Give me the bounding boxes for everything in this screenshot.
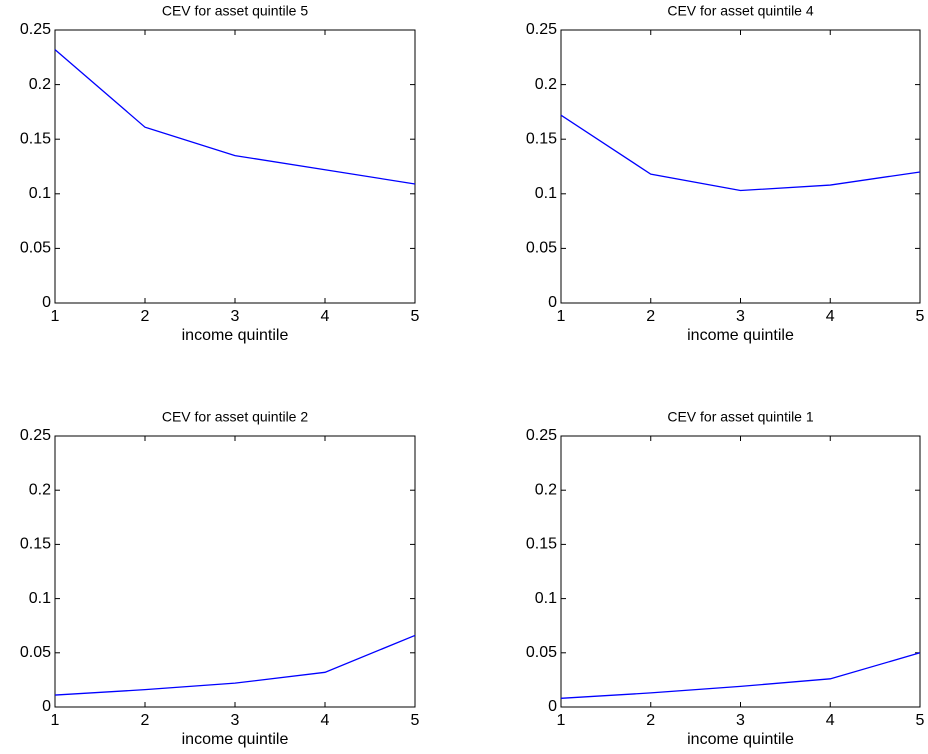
x-tick-label: 4 [826,308,835,325]
chart-title: CEV for asset quintile 2 [162,409,309,425]
y-tick-label: 0.15 [526,536,557,553]
y-tick-label: 0.1 [535,185,557,202]
y-tick-label: 0.1 [29,590,51,607]
x-tick-label: 2 [646,712,655,729]
plot-area [54,29,416,304]
y-tick-label: 0.2 [535,76,557,93]
x-tick-label: 4 [826,712,835,729]
y-tick-label: 0.25 [526,21,557,38]
x-tick-label: 1 [557,308,566,325]
y-tick-label: 0.25 [20,21,51,38]
y-tick-label: 0.25 [20,427,51,444]
plot-area [560,435,921,708]
x-tick-label: 5 [916,712,925,729]
y-tick-label: 0 [42,294,51,311]
data-line [54,49,416,185]
x-tick-label: 5 [411,308,420,325]
data-line [560,652,921,699]
y-tick-label: 0.15 [20,536,51,553]
y-tick-label: 0.1 [535,590,557,607]
x-tick-label: 3 [231,712,240,729]
y-tick-label: 0.15 [20,130,51,147]
y-tick-label: 0 [548,294,557,311]
x-tick-label: 1 [51,712,60,729]
x-axis-label: income quintile [182,731,289,748]
x-tick-label: 2 [141,712,150,729]
x-tick-label: 3 [231,308,240,325]
y-tick-label: 0 [42,698,51,715]
plot-area [560,29,921,304]
y-tick-label: 0.2 [29,76,51,93]
x-axis-label: income quintile [182,327,289,344]
y-tick-label: 0.05 [20,240,51,257]
x-tick-label: 5 [916,308,925,325]
y-tick-label: 0.2 [535,481,557,498]
x-tick-label: 1 [51,308,60,325]
x-tick-label: 1 [557,712,566,729]
y-tick-label: 0 [548,698,557,715]
x-tick-label: 2 [646,308,655,325]
y-tick-label: 0.25 [526,427,557,444]
chart-title: CEV for asset quintile 5 [162,3,309,19]
chart-title: CEV for asset quintile 4 [667,3,814,19]
x-tick-label: 4 [321,712,330,729]
y-tick-label: 0.1 [29,185,51,202]
x-tick-label: 5 [411,712,420,729]
x-tick-label: 2 [141,308,150,325]
data-line [560,114,921,192]
y-tick-label: 0.15 [526,130,557,147]
y-tick-label: 0.05 [526,644,557,661]
x-axis-label: income quintile [687,731,794,748]
chart-title: CEV for asset quintile 1 [667,409,814,425]
x-axis-label: income quintile [687,327,794,344]
plot-area [54,435,416,708]
x-tick-label: 3 [736,712,745,729]
x-tick-label: 3 [736,308,745,325]
x-tick-label: 4 [321,308,330,325]
y-tick-label: 0.2 [29,481,51,498]
data-line [54,634,416,696]
y-tick-label: 0.05 [20,644,51,661]
y-tick-label: 0.05 [526,240,557,257]
